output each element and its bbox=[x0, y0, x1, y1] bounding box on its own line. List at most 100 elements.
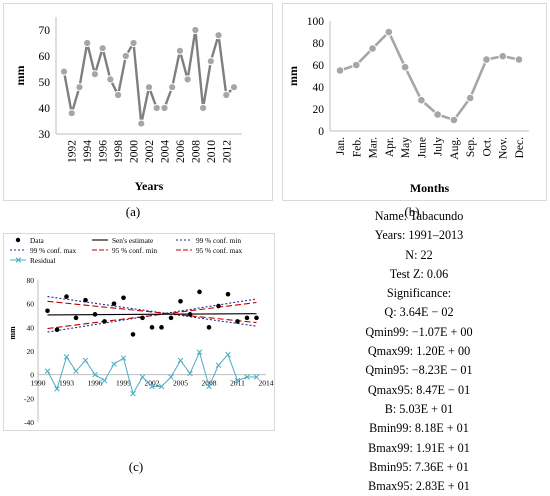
chart-b-data-point bbox=[417, 95, 426, 105]
chart-b-data-point bbox=[465, 93, 475, 103]
chart-b-data-point bbox=[433, 110, 442, 119]
chart-a-data-point bbox=[106, 75, 115, 84]
stat-line: Qmax95: 8.47E − 01 bbox=[367, 382, 471, 397]
chart-b-x-tick: Feb. bbox=[351, 137, 363, 157]
chart-c-residual-point bbox=[130, 390, 136, 397]
stat-line: Significance: bbox=[386, 286, 452, 301]
chart-c-residual-point bbox=[149, 383, 155, 390]
chart-c-residual-point bbox=[73, 368, 79, 374]
stat-line: Qmax99: 1.20E + 00 bbox=[367, 344, 471, 359]
chart-c-legend-marker-data bbox=[15, 237, 21, 243]
chart-b-y-tick: 40 bbox=[313, 82, 325, 94]
chart-a-x-tick: 1992 bbox=[67, 140, 79, 163]
chart-c-data-point bbox=[149, 325, 155, 330]
chart-c-residual-point bbox=[225, 351, 231, 358]
chart-a-data-point bbox=[198, 103, 208, 113]
chart-c-panel: -40 -20 0 20 40 60 80 1990 1993 1996 1999 2002 2005 2… bbox=[3, 233, 275, 431]
chart-c-legend-label: 95 % conf. max bbox=[196, 246, 243, 255]
chart-b-y-tick: 20 bbox=[313, 104, 325, 116]
chart-a-x-tick: 1998 bbox=[113, 140, 125, 163]
chart-c-y-tick: 60 bbox=[27, 300, 35, 309]
chart-b-data-point bbox=[514, 55, 524, 64]
stat-line: Q: 3.64E − 02 bbox=[384, 305, 454, 320]
chart-c-data-point bbox=[140, 315, 145, 321]
chart-a-data-point bbox=[214, 31, 223, 40]
chart-a-panel: 30 40 50 60 70 1992 1994 1996 1998 2000 2002 2004 20… bbox=[3, 3, 273, 201]
chart-b-y-tick: 80 bbox=[313, 38, 325, 50]
chart-a-y-tick: 30 bbox=[39, 129, 51, 141]
stat-line: N: 22 bbox=[405, 247, 433, 262]
chart-c-residual-point bbox=[244, 374, 250, 380]
chart-a-data-point bbox=[129, 38, 138, 48]
chart-c-residual-point bbox=[101, 377, 108, 384]
chart-a: 30 40 50 60 70 1992 1994 1996 1998 2000 2002 2004 20… bbox=[13, 17, 242, 193]
chart-c-conf99-max-line bbox=[47, 298, 257, 333]
chart-a-y-tick: 60 bbox=[39, 51, 51, 63]
chart-c-residual-point bbox=[177, 357, 184, 364]
stat-line: Name: Tabacundo bbox=[374, 209, 464, 223]
chart-c-legend-label: Sen's estimate bbox=[112, 236, 153, 245]
chart-c-conf95-min-line bbox=[47, 300, 257, 324]
chart-b-panel: 0 20 40 60 80 100 Jan. Feb. Mar. Apr. May June July A… bbox=[282, 3, 547, 201]
chart-c-x-tick: 2008 bbox=[202, 379, 217, 388]
chart-b-y-tick: 60 bbox=[313, 60, 325, 72]
chart-a-data-point bbox=[168, 83, 177, 92]
chart-c-x-tick: 1993 bbox=[59, 379, 74, 388]
chart-c-residual-point bbox=[234, 377, 241, 384]
chart-c-data-point bbox=[159, 325, 164, 330]
chart-a-x-tick: 2008 bbox=[190, 140, 202, 163]
chart-b-x-tick: Sep. bbox=[465, 137, 477, 157]
chart-c-conf99-min-line bbox=[47, 296, 257, 327]
chart-c-y-tick: 20 bbox=[27, 347, 35, 356]
stat-line: Bmin95: 7.36E + 01 bbox=[369, 459, 469, 474]
chart-c-x-tick: 1996 bbox=[88, 379, 103, 388]
chart-c-residual-point bbox=[92, 371, 98, 378]
chart-b-x-tick: Jan. bbox=[335, 137, 347, 155]
chart-a-data-point bbox=[98, 44, 107, 53]
chart-a-x-tick: 2004 bbox=[159, 140, 171, 163]
chart-c-y-tick: 80 bbox=[27, 276, 35, 285]
chart-c-y-label: mm bbox=[8, 326, 17, 340]
chart-c-data-point bbox=[254, 315, 259, 321]
chart-c-legend-label: 99 % conf. min bbox=[196, 236, 241, 245]
chart-b-data-point bbox=[400, 62, 410, 72]
chart-c-residual-point bbox=[158, 383, 165, 390]
chart-b-x-tick: Oct. bbox=[481, 137, 493, 157]
chart-c-data-point bbox=[216, 303, 221, 309]
chart-a-y-tick: 70 bbox=[39, 25, 51, 37]
chart-c-data-point bbox=[73, 315, 79, 321]
chart-c-conf95-max-line bbox=[47, 301, 257, 330]
stat-line: Test Z: 0.06 bbox=[389, 266, 449, 281]
chart-c-x-tick: 2005 bbox=[173, 379, 188, 388]
chart-c-residual-point bbox=[215, 362, 222, 368]
chart-c-x-tick: 1999 bbox=[116, 379, 131, 388]
chart-b-x-tick: Aug. bbox=[449, 137, 461, 160]
chart-c-residual-point bbox=[44, 368, 51, 374]
chart-c-x-tick: 2014 bbox=[259, 379, 274, 388]
chart-a-x-tick: 2010 bbox=[206, 140, 218, 163]
chart-c-y-tick: -20 bbox=[24, 394, 34, 403]
chart-c-residual-point bbox=[63, 354, 70, 360]
chart-a-data-point bbox=[175, 46, 185, 55]
chart-c-data-point bbox=[235, 319, 240, 324]
chart-c-residual-point bbox=[168, 374, 174, 380]
chart-a-x-tick: 2006 bbox=[175, 140, 187, 163]
chart-b-y-tick: 100 bbox=[307, 16, 325, 28]
chart-b-x-tick: May bbox=[400, 137, 412, 158]
chart-a-data-point bbox=[121, 51, 130, 61]
chart-a-data-point bbox=[160, 103, 169, 113]
chart-c-residual-point bbox=[196, 349, 203, 355]
chart-c-legend-label: Data bbox=[30, 236, 45, 245]
chart-c-data-point bbox=[54, 327, 60, 332]
stat-line: B: 5.03E + 01 bbox=[384, 401, 454, 416]
chart-a-x-tick: 2002 bbox=[144, 140, 156, 163]
chart-c-data-point bbox=[102, 319, 107, 324]
stat-line: Bmin99: 8.18E + 01 bbox=[369, 421, 469, 436]
chart-b-x-label: Months bbox=[410, 181, 450, 195]
chart-c-residual-point bbox=[139, 374, 146, 380]
chart-c-data-point bbox=[64, 294, 69, 299]
chart-a-data-point bbox=[206, 57, 215, 66]
chart-a-data-point bbox=[137, 119, 146, 128]
chart-c-data-point bbox=[92, 312, 98, 317]
stat-line: Qmin99: −1.07E + 00 bbox=[365, 324, 473, 339]
